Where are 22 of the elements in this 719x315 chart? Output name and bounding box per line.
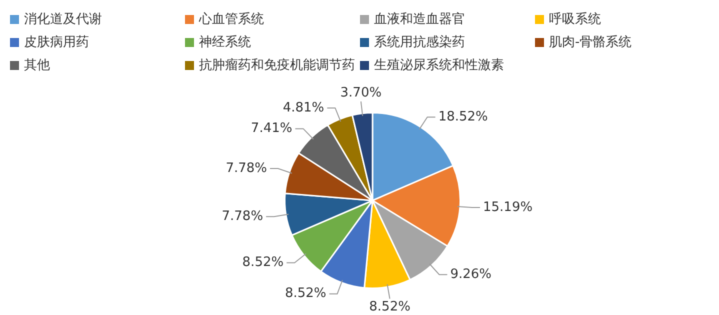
legend-label: 其他 xyxy=(24,57,50,74)
legend-label: 皮肤病用药 xyxy=(24,34,89,51)
data-label: 8.52% xyxy=(284,286,326,302)
legend-label: 肌肉-骨骼系统 xyxy=(549,34,632,51)
data-label: 7.41% xyxy=(250,121,292,136)
legend-label: 生殖泌尿系统和性激素 xyxy=(374,57,504,74)
legend-label: 消化道及代谢 xyxy=(24,11,102,28)
data-label: 7.78% xyxy=(226,160,268,176)
data-label: 4.81% xyxy=(282,100,324,116)
data-label: 8.52% xyxy=(242,255,284,270)
data-label: 15.19% xyxy=(483,200,533,215)
legend-label: 神经系统 xyxy=(199,34,251,51)
data-label: 18.52% xyxy=(438,110,488,125)
data-label: 3.70% xyxy=(340,85,382,100)
legend-label: 呼吸系统 xyxy=(549,11,601,28)
data-label: 8.52% xyxy=(369,300,410,315)
legend-label: 系统用抗感染药 xyxy=(374,34,465,51)
data-label: 9.26% xyxy=(450,267,492,282)
legend-label: 心血管系统 xyxy=(199,11,264,28)
legend-label: 血液和造血器官 xyxy=(374,11,465,28)
data-label: 7.78% xyxy=(222,209,264,224)
legend-label: 抗肿瘤药和免疫机能调节药 xyxy=(199,57,355,74)
